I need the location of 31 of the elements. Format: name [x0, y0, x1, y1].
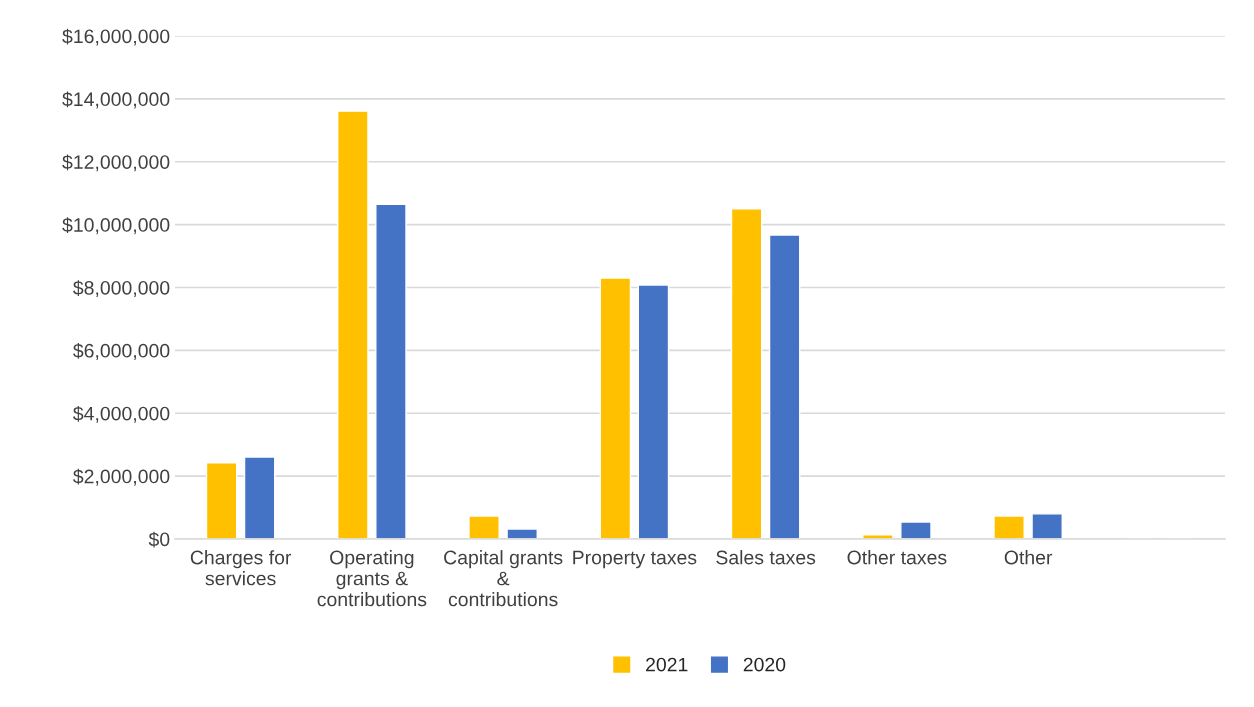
bar: [243, 456, 276, 539]
bar: [468, 515, 500, 539]
x-tick-label: Operating grants & contributions: [317, 550, 427, 607]
y-tick-label: $2,000,000: [73, 468, 170, 486]
bar: [900, 521, 932, 539]
x-tick-label: Capital grants & contributions: [444, 550, 563, 607]
bar: [375, 203, 407, 539]
y-tick-label: $12,000,000: [62, 154, 170, 172]
y-tick-label: $0: [148, 531, 170, 548]
x-tick-label: Sales taxes: [716, 550, 816, 565]
legend-label: 2020: [743, 657, 786, 672]
x-tick-label: Other: [1004, 550, 1053, 565]
bar: [337, 110, 369, 539]
y-tick-label: $14,000,000: [62, 91, 170, 109]
bar: [1031, 513, 1063, 539]
y-tick-label: $8,000,000: [73, 280, 170, 298]
y-tick-label: $16,000,000: [62, 28, 170, 46]
bar: [506, 528, 538, 539]
x-tick-label: Other taxes: [847, 550, 947, 565]
bar: [768, 234, 801, 539]
bar: [730, 208, 763, 539]
x-tick-label: Charges for services: [190, 550, 292, 586]
y-tick-label: $10,000,000: [62, 217, 170, 235]
bar: [993, 515, 1025, 539]
x-tick-label: Property taxes: [573, 550, 697, 569]
bar: [205, 462, 238, 539]
bar: [637, 284, 670, 539]
y-tick-label: $4,000,000: [73, 405, 170, 423]
legend-label: 2021: [646, 657, 688, 672]
bar: [599, 277, 632, 539]
y-tick-label: $6,000,000: [73, 343, 170, 360]
